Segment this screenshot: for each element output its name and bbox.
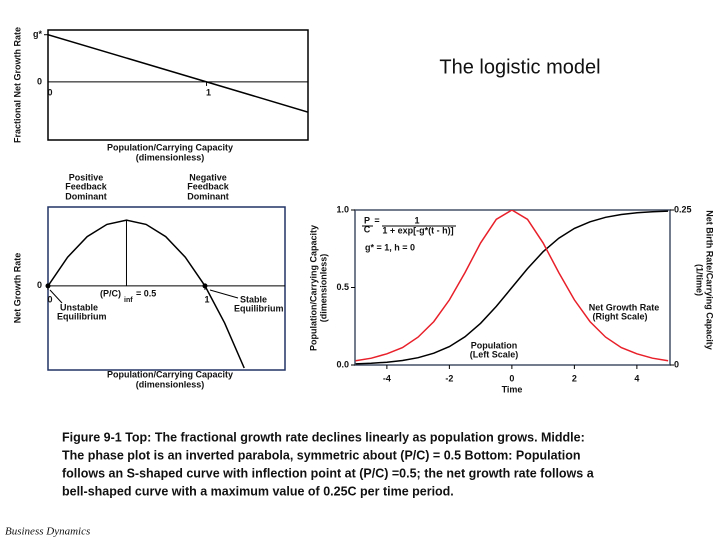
series-label: Population xyxy=(471,340,518,350)
x-tick-label: 0 xyxy=(47,294,52,304)
annotation: C xyxy=(364,224,371,234)
x-axis-label: (dimensionless) xyxy=(136,152,205,162)
annotation: 1 xyxy=(414,215,419,225)
annotation: Feedback xyxy=(65,181,108,191)
y-tick-label: 0.5 xyxy=(336,282,349,292)
annotation: Equilibrium xyxy=(234,303,284,313)
x-tick-label: 1 xyxy=(206,87,211,97)
equilibrium-point xyxy=(202,283,208,289)
annotation: Equilibrium xyxy=(57,311,107,321)
pointer xyxy=(49,289,63,304)
x-tick-label: 0 xyxy=(509,373,514,383)
series-line xyxy=(355,210,669,362)
footer: Business Dynamics xyxy=(5,526,90,538)
annotation: inf xyxy=(124,297,133,304)
y-tick-label: 0 xyxy=(37,76,42,86)
annotation: Negative xyxy=(189,172,227,182)
y-axis-label: Fractional Net Growth Rate xyxy=(12,27,22,143)
annotation: Feedback xyxy=(187,181,230,191)
caption-line: bell-shaped curve with a maximum value o… xyxy=(62,484,454,498)
slide-title: The logistic model xyxy=(439,56,600,78)
y-axis-label: Net Growth Rate xyxy=(12,253,22,324)
series-line xyxy=(48,33,308,113)
x-tick-label: -2 xyxy=(445,373,453,383)
x-tick-label: 2 xyxy=(572,373,577,383)
y2-axis-label: (1/time) xyxy=(695,264,705,296)
annotation: P xyxy=(364,215,370,225)
caption-line: follows an S-shaped curve with inflectio… xyxy=(62,466,595,480)
annotation: (Right Scale) xyxy=(592,311,647,321)
annotation: = xyxy=(374,215,379,225)
annotation: g* = 1, h = 0 xyxy=(365,242,415,252)
x-axis-label: Population/Carrying Capacity xyxy=(107,142,233,152)
y-tick-label: 0.0 xyxy=(336,359,349,369)
pointer xyxy=(209,289,239,299)
x-axis-label: Time xyxy=(502,384,523,394)
y2-tick-label: 0.25 xyxy=(674,204,692,214)
annotation: (P/C) xyxy=(100,288,121,298)
x-tick-label: 4 xyxy=(634,373,639,383)
y-tick-label: 0 xyxy=(37,280,42,290)
annotation: Dominant xyxy=(187,191,229,201)
x-tick-label: -4 xyxy=(383,373,391,383)
plot-frame xyxy=(47,206,286,371)
annotation: = 0.5 xyxy=(136,288,156,298)
equilibrium-point xyxy=(45,283,51,289)
series-label: Net Growth Rate xyxy=(589,302,660,312)
y2-tick-label: 0 xyxy=(674,359,679,369)
y-tick-label: g* xyxy=(33,29,42,39)
series-line xyxy=(48,219,245,369)
x-tick-label: 1 xyxy=(204,294,209,304)
x-tick-label: 0 xyxy=(47,87,52,97)
y-axis-label: (dimensionless) xyxy=(318,254,328,323)
y2-axis-label: Net Birth Rate/Carrying Capacity xyxy=(705,210,715,350)
annotation: Stable xyxy=(240,294,267,304)
y-axis-label: Population/Carrying Capacity xyxy=(308,225,318,351)
y-tick-label: 1.0 xyxy=(336,204,349,214)
series-line xyxy=(355,210,669,365)
annotation: Positive xyxy=(69,172,104,182)
annotation: Unstable xyxy=(60,302,98,312)
annotation: (Left Scale) xyxy=(470,349,519,359)
x-axis-label: Population/Carrying Capacity xyxy=(107,369,233,379)
annotation: 1 + exp[-g*(t - h)] xyxy=(382,225,453,235)
caption-line: The phase plot is an inverted parabola, … xyxy=(62,448,581,462)
x-axis-label: (dimensionless) xyxy=(136,379,205,389)
annotation: Dominant xyxy=(65,191,107,201)
caption-line: Figure 9-1 Top: The fractional growth ra… xyxy=(62,430,585,444)
